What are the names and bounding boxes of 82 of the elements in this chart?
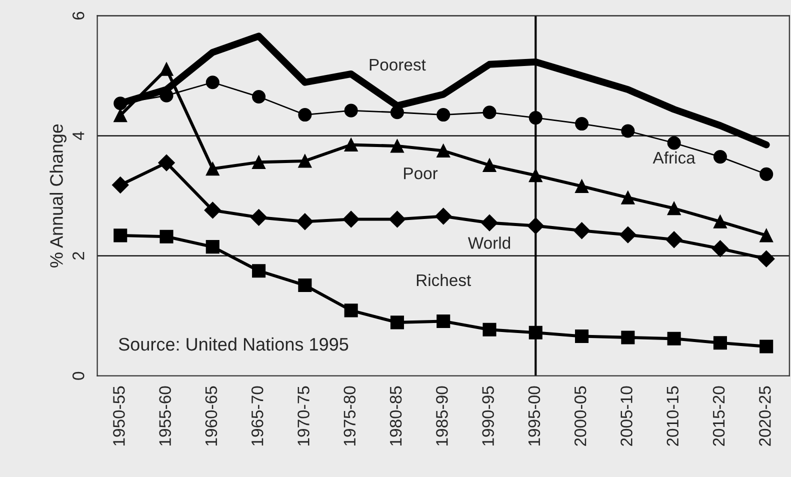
point [160,62,174,76]
point [666,231,682,248]
y-tick-label: 0 [72,372,84,380]
point [573,222,590,239]
x-tick-label: 2020-25 [759,386,771,446]
point [575,117,589,131]
point [206,162,220,176]
point [344,104,358,118]
point [160,88,174,102]
x-tick-label: 1965-70 [251,386,264,446]
point [112,176,129,194]
point [298,154,312,168]
x-tick-label: 1975-80 [344,386,356,446]
point [713,336,727,350]
point [621,124,635,138]
point [252,155,266,169]
point [390,139,404,153]
point [204,202,222,219]
series-label: World [468,236,510,249]
point [298,278,312,292]
point [114,96,128,110]
series-label: Africa [652,151,696,164]
point [390,106,404,120]
point [252,264,266,278]
point [296,213,314,230]
point [206,76,220,90]
y-tick-label: 6 [72,12,84,20]
point [114,228,128,242]
y-tick-label: 4 [72,132,84,140]
point [667,202,681,216]
point [760,167,774,181]
x-tick-label: 1970-75 [298,386,310,446]
x-tick-label: 1990-95 [482,386,494,446]
point [388,210,406,228]
point [482,106,496,120]
x-tick-label: 1995-00 [528,386,540,446]
point [252,90,266,104]
point [760,340,774,354]
point [621,190,635,204]
x-tick-label: 1980-85 [390,386,402,446]
point [434,208,452,225]
point [206,240,220,254]
point [344,304,358,318]
point [667,332,681,346]
x-tick-label: 1960-65 [205,386,218,446]
x-tick-label: 1985-90 [436,386,448,446]
point [298,108,312,122]
series-label: Poorest [370,59,426,71]
point [436,314,450,328]
point [482,322,496,336]
point [712,240,729,258]
point [114,108,128,122]
point [481,214,498,232]
point [621,330,635,344]
point [482,158,496,172]
point [575,329,589,344]
point [390,316,404,330]
point [160,230,174,244]
y-axis-title: % Annual Change [50,124,66,268]
point [713,214,727,228]
point [158,154,175,172]
x-tick-label: 2010-15 [666,386,679,446]
point [713,150,727,164]
x-tick-label: 2005-10 [620,386,632,446]
x-tick-label: 2015-20 [712,386,725,446]
series-label: Richest [416,274,472,286]
point [250,209,268,226]
series-label: Poor [404,168,438,180]
x-tick-label: 2000-05 [574,386,586,446]
point [436,144,450,158]
point [620,226,636,244]
point [760,228,774,242]
x-tick-label: 1950-55 [113,386,125,446]
annotation: Source: United Nations 1995 [118,337,348,351]
y-tick-label: 2 [72,252,84,260]
point [344,138,358,152]
point [667,136,681,150]
point [342,210,360,228]
point [575,179,589,193]
point [436,108,450,122]
point [758,250,775,268]
x-tick-label: 1955-60 [159,386,171,446]
